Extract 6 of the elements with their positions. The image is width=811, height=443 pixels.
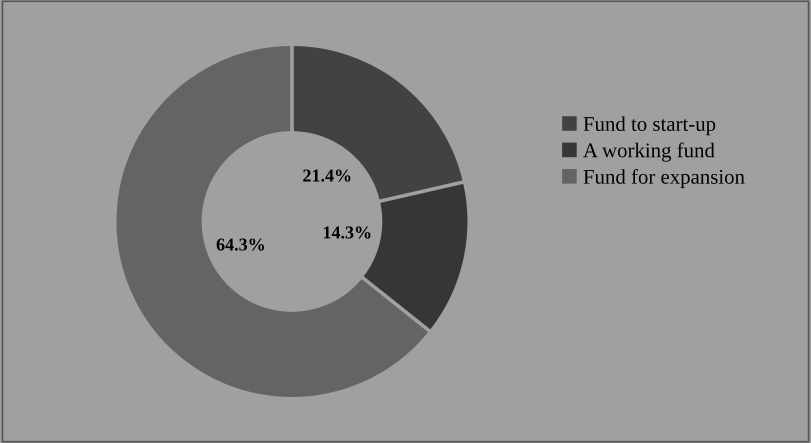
legend-label: Fund for expansion (584, 168, 745, 188)
data-label: 64.3% (216, 238, 264, 251)
legend-label: A working fund (583, 142, 715, 162)
data-label: 14.3% (324, 226, 370, 239)
legend-label: Fund to start-up (584, 116, 716, 136)
data-label: 21.4% (303, 169, 350, 182)
